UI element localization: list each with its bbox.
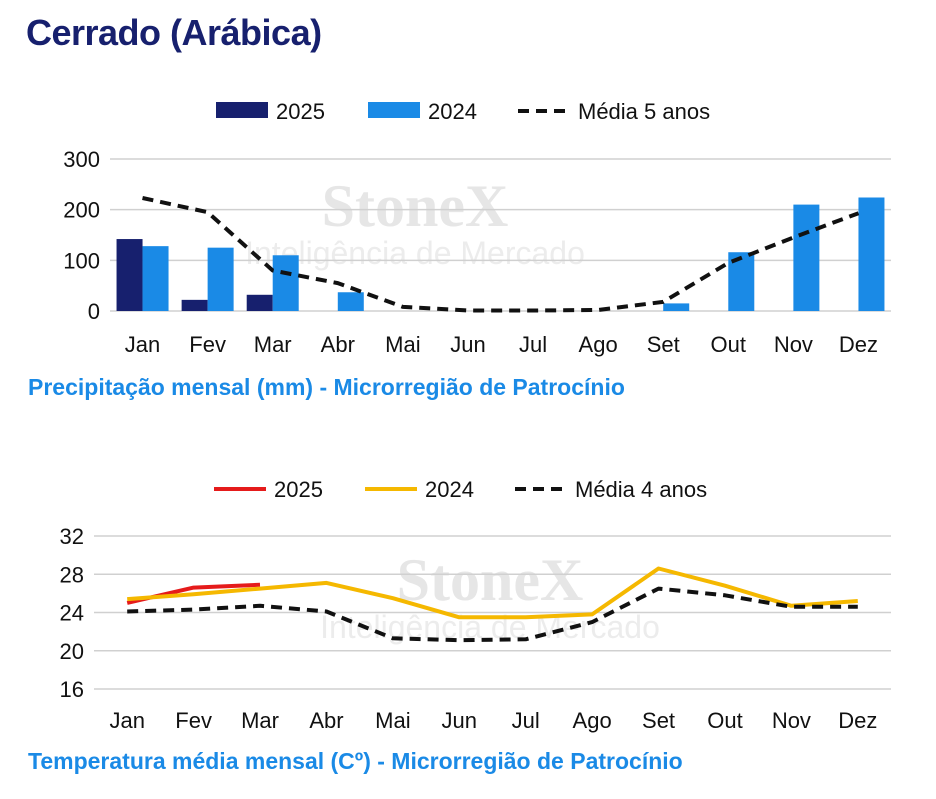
legend-label: Média 5 anos — [578, 99, 710, 124]
precipitation-caption: Precipitação mensal (mm) - Microrregião … — [28, 374, 625, 400]
bar-2024 — [663, 303, 690, 311]
legend-label: 2024 — [425, 477, 474, 502]
legend-label: 2024 — [428, 99, 477, 124]
temperature-caption: Temperatura média mensal (Cº) - Microrre… — [28, 748, 683, 774]
bar-2025 — [246, 294, 273, 311]
x-tick-label: Nov — [774, 332, 813, 357]
bar-2024 — [207, 247, 234, 311]
series-line-média-4-anos — [127, 586, 858, 643]
x-tick-label: Jul — [512, 708, 540, 733]
y-tick-label: 200 — [63, 198, 100, 223]
watermark-brand: StoneX — [322, 173, 509, 239]
x-tick-label: Mai — [385, 332, 420, 357]
series-line-média-5-anos — [142, 196, 860, 313]
x-tick-label: Jun — [442, 708, 477, 733]
x-tick-label: Ago — [573, 708, 612, 733]
bar-2024 — [793, 204, 820, 311]
legend-label: Média 4 anos — [575, 477, 707, 502]
x-tick-label: Jul — [519, 332, 547, 357]
y-tick-label: 32 — [60, 524, 84, 549]
y-tick-label: 24 — [60, 601, 84, 626]
x-tick-label: Nov — [772, 708, 811, 733]
bar-2024 — [337, 292, 364, 311]
x-tick-label: Abr — [309, 708, 343, 733]
bar-2025 — [181, 299, 208, 311]
y-tick-label: 20 — [60, 639, 84, 664]
x-tick-label: Fev — [175, 708, 212, 733]
x-tick-label: Jun — [450, 332, 485, 357]
x-tick-label: Set — [647, 332, 680, 357]
bar-2024 — [142, 246, 169, 311]
x-tick-label: Dez — [838, 708, 877, 733]
x-tick-label: Jan — [109, 708, 144, 733]
x-tick-label: Out — [711, 332, 746, 357]
x-tick-label: Mar — [254, 332, 292, 357]
x-tick-label: Set — [642, 708, 675, 733]
y-tick-label: 16 — [60, 677, 84, 702]
x-tick-label: Abr — [321, 332, 355, 357]
x-tick-label: Mar — [241, 708, 279, 733]
y-tick-label: 100 — [63, 248, 100, 273]
legend-label: 2025 — [274, 477, 323, 502]
legend-label: 2025 — [276, 99, 325, 124]
watermark-brand: StoneX — [397, 547, 584, 613]
y-tick-label: 28 — [60, 562, 84, 587]
x-tick-label: Ago — [579, 332, 618, 357]
x-tick-label: Fev — [189, 332, 226, 357]
page-title: Cerrado (Arábica) — [26, 12, 322, 53]
bar-2024 — [272, 255, 299, 311]
series-line-2024 — [127, 566, 858, 620]
x-tick-label: Dez — [839, 332, 878, 357]
legend-swatch — [368, 102, 420, 118]
y-tick-label: 300 — [63, 147, 100, 172]
y-tick-label: 0 — [88, 299, 100, 324]
bar-2025 — [116, 239, 143, 311]
bar-2024 — [858, 197, 885, 311]
watermark-subtitle: Inteligência de Mercado — [245, 235, 585, 271]
legend-swatch — [216, 102, 268, 118]
x-tick-label: Jan — [125, 332, 160, 357]
x-tick-label: Mai — [375, 708, 410, 733]
x-tick-label: Out — [707, 708, 742, 733]
